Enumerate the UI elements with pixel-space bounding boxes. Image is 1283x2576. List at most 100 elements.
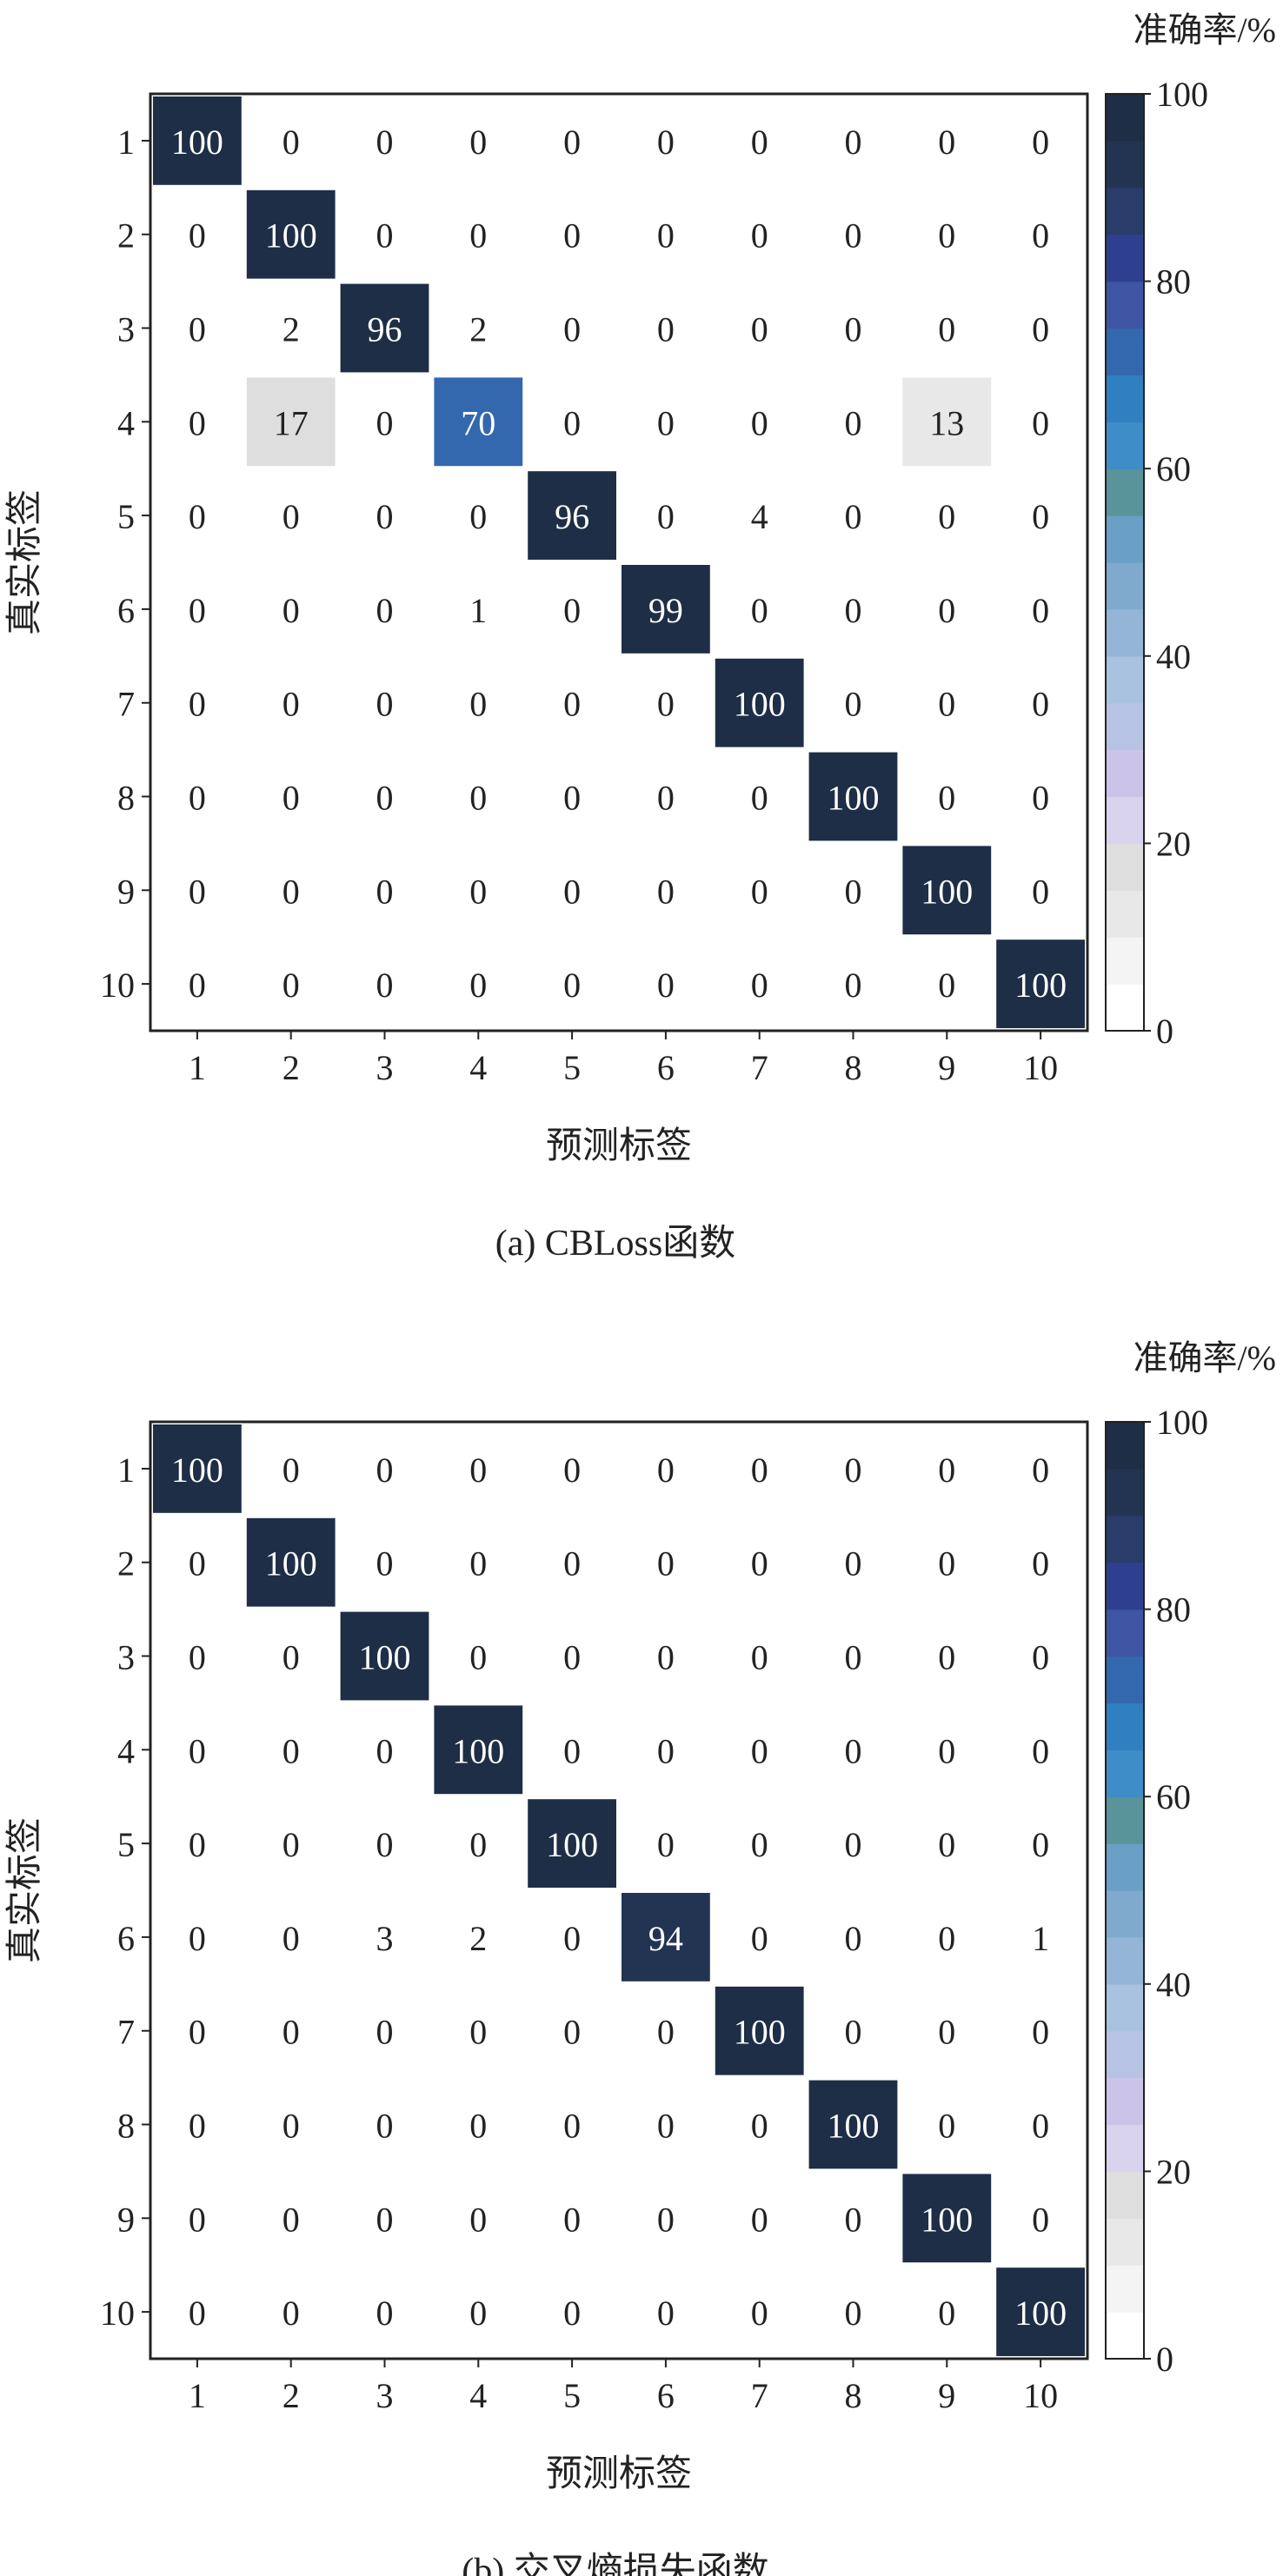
y-tick-label: 1 (117, 123, 135, 162)
cell-value-label: 0 (657, 123, 675, 162)
colorbar-frame (1105, 1421, 1145, 2360)
y-tick-label: 2 (117, 216, 135, 256)
heatmap-cell (434, 283, 523, 373)
heatmap-cell (902, 377, 992, 467)
y-tick-label: 1 (117, 1451, 135, 1490)
cell-value-label: 100 (546, 1825, 598, 1864)
heatmap-cell (715, 1986, 804, 2075)
cell-value-label: 0 (1032, 872, 1049, 911)
y-axis-label: 真实标签 (4, 1817, 45, 1963)
plot-frame (149, 1420, 1089, 2360)
x-tick-label: 3 (376, 1048, 394, 1087)
cell-value-label: 0 (283, 966, 300, 1005)
colorbar-segment (1106, 375, 1144, 422)
cell-value-label: 0 (376, 779, 394, 818)
y-tick-label: 6 (117, 1919, 135, 1958)
cell-value-label: 0 (376, 1544, 394, 1583)
y-tick-label: 5 (117, 1825, 135, 1864)
cell-value-label: 0 (563, 1919, 581, 1958)
colorbar-segment (1106, 140, 1144, 189)
cell-value-label: 0 (283, 497, 300, 536)
heatmap-cell (715, 658, 804, 747)
cell-value-label: 0 (657, 872, 675, 911)
cell-value-label: 3 (376, 1919, 394, 1958)
cell-value-label: 0 (845, 497, 862, 536)
panel-caption: (a) CBLoss函数 (495, 1224, 736, 1264)
x-tick-label: 9 (938, 2376, 955, 2415)
cell-value-label: 0 (938, 1544, 955, 1583)
x-axis-label: 预测标签 (546, 1126, 692, 1166)
cell-value-label: 0 (283, 2013, 300, 2052)
y-tick-label: 6 (117, 591, 135, 630)
cell-value-label: 0 (938, 1825, 955, 1864)
cell-value-label: 0 (657, 966, 675, 1005)
cell-value-label: 0 (1032, 216, 1049, 256)
colorbar-segment (1106, 796, 1144, 844)
cell-value-label: 0 (563, 2294, 581, 2333)
cell-value-label: 0 (469, 1451, 487, 1490)
cell-value-label: 0 (469, 497, 487, 536)
cell-value-label: 0 (751, 1825, 768, 1864)
cell-value-label: 96 (555, 497, 589, 536)
cell-value-label: 0 (845, 1451, 862, 1490)
cell-value-label: 0 (563, 2013, 581, 2052)
cell-value-label: 0 (563, 2200, 581, 2239)
colorbar-tick-label: 20 (1156, 824, 1191, 863)
heatmap-cell (153, 1424, 242, 1513)
cell-value-label: 0 (376, 1825, 394, 1864)
x-tick-label: 4 (469, 2376, 487, 2415)
colorbar-segment (1106, 1983, 1144, 2032)
cell-value-label: 0 (283, 1638, 300, 1677)
cell-value-label: 0 (938, 1731, 955, 1770)
cell-value-label: 0 (657, 216, 675, 256)
cell-value-label: 100 (171, 123, 223, 162)
panel-caption: (b) 交叉熵损失函数 (462, 2551, 768, 2576)
cell-value-label: 0 (657, 310, 675, 349)
colorbar-title: 准确率/% (1133, 10, 1276, 50)
cell-value-label: 0 (189, 685, 206, 724)
y-tick-label: 5 (117, 497, 135, 536)
cell-value-label: 0 (845, 1919, 862, 1958)
cell-value-label: 0 (938, 779, 955, 818)
cell-value-label: 0 (469, 872, 487, 911)
colorbar-frame (1105, 93, 1145, 1032)
y-tick-label: 7 (117, 685, 135, 724)
cell-value-label: 0 (938, 1451, 955, 1490)
x-tick-label: 8 (845, 2376, 862, 2415)
x-tick-label: 5 (563, 2376, 581, 2415)
cell-value-label: 0 (283, 1451, 300, 1490)
cell-value-label: 0 (657, 1731, 675, 1770)
cell-value-label: 0 (938, 591, 955, 630)
cell-value-label: 13 (929, 403, 964, 442)
cell-value-label: 70 (461, 403, 495, 442)
heatmap-cell (153, 96, 242, 185)
cell-value-label: 0 (563, 1451, 581, 1490)
colorbar-segment (1106, 1562, 1144, 1610)
cell-value-label: 0 (469, 1825, 487, 1864)
cell-value-label: 0 (283, 685, 300, 724)
cell-value-label: 0 (1032, 591, 1049, 630)
cell-value-label: 0 (376, 123, 394, 162)
colorbar-segment (1106, 655, 1144, 704)
cell-value-label: 0 (657, 1638, 675, 1677)
colorbar-segment (1106, 1422, 1144, 1470)
heatmap-cell (808, 752, 898, 841)
cell-value-label: 0 (563, 1731, 581, 1770)
colorbar-segment (1106, 1515, 1144, 1564)
colorbar-segment (1106, 1749, 1144, 1797)
heatmap-cell (434, 377, 523, 467)
colorbar-segment (1106, 281, 1144, 329)
cell-value-label: 94 (648, 1919, 683, 1958)
colorbar-tick-label: 80 (1156, 1590, 1191, 1630)
cell-value-label: 0 (563, 779, 581, 818)
cell-value-label: 0 (1032, 2200, 1049, 2239)
cell-value-label: 0 (657, 1544, 675, 1583)
cell-value-label: 1 (469, 591, 487, 630)
cell-value-label: 0 (189, 2200, 206, 2239)
colorbar-segment (1106, 515, 1144, 563)
cell-value-label: 0 (469, 2294, 487, 2333)
cell-value-label: 0 (751, 1731, 768, 1770)
heatmap-cell (246, 1517, 336, 1607)
cell-value-label: 100 (734, 685, 786, 724)
cell-value-label: 0 (1032, 403, 1049, 442)
